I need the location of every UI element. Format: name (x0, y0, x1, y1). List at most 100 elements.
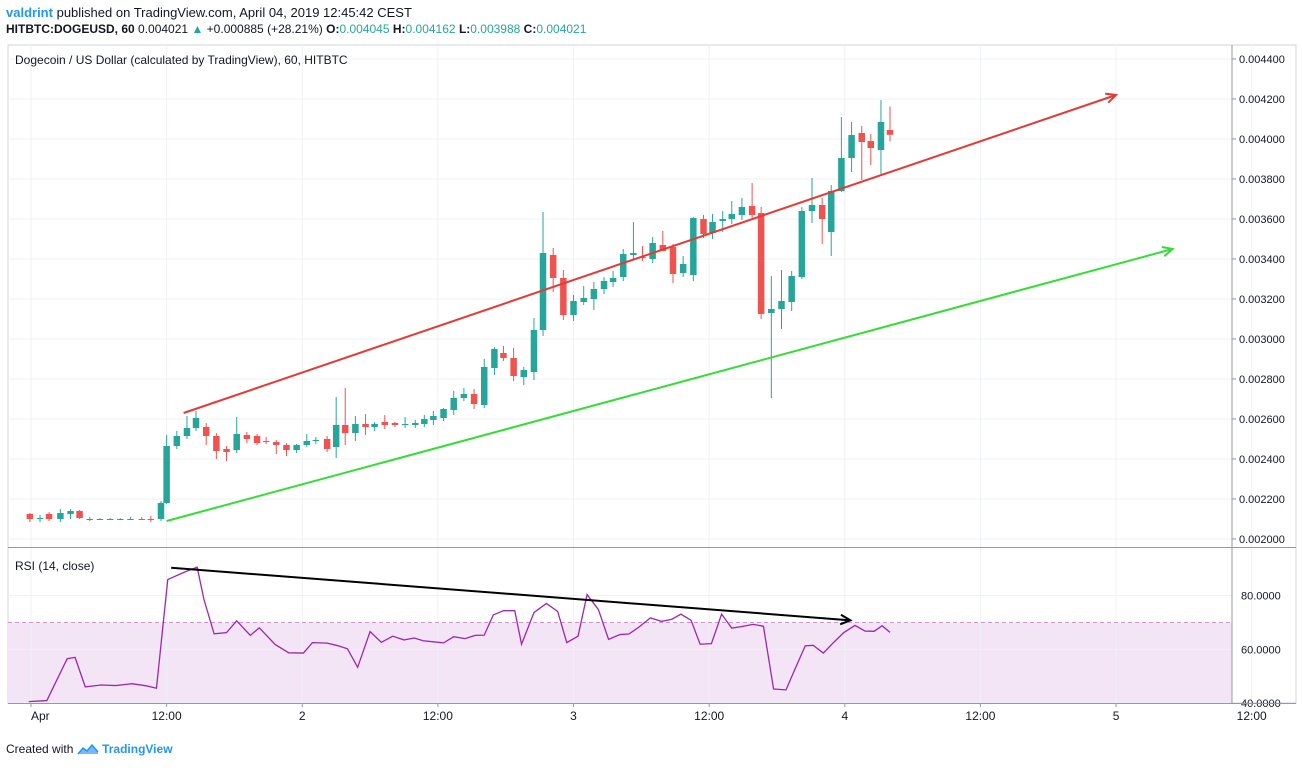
candle-body (76, 511, 83, 518)
candle (778, 270, 785, 329)
candle (283, 443, 290, 456)
candle-body (570, 301, 577, 315)
candle (147, 516, 155, 522)
candle (332, 397, 340, 458)
candle-body (440, 409, 447, 418)
candle (690, 217, 697, 281)
candle-body (719, 219, 726, 221)
candle-body (649, 243, 656, 259)
candle (202, 423, 210, 445)
time-tick-label: 3 (570, 709, 577, 723)
publisher-username[interactable]: valdrint (6, 5, 53, 20)
open-label: O: (326, 22, 340, 36)
low-value: 0.003988 (470, 22, 521, 36)
candle-body (371, 424, 378, 427)
candle-body (520, 370, 528, 377)
candle (391, 422, 399, 427)
time-tick-label: 4 (841, 709, 848, 723)
candle (838, 117, 845, 192)
candle-body (223, 449, 230, 452)
candle-body (549, 255, 557, 278)
candle (163, 435, 170, 504)
tradingview-brand-link[interactable]: TradingView (102, 742, 173, 756)
candle (183, 416, 191, 439)
candle (76, 510, 83, 519)
candle-body (539, 253, 547, 330)
candle (233, 417, 240, 453)
candle (798, 207, 806, 279)
candle (127, 517, 134, 520)
candle-body (620, 254, 627, 277)
low-label: L: (458, 22, 471, 36)
candle-body (106, 519, 114, 520)
candle (460, 388, 468, 401)
candle (510, 348, 517, 381)
candle-body (362, 424, 369, 427)
candle (323, 436, 331, 452)
candle-body (303, 441, 311, 445)
divergence-trendline-arrowhead (839, 613, 853, 626)
candle (303, 434, 311, 447)
candle (848, 122, 855, 172)
candle-body (590, 289, 598, 299)
last-price: 0.004021 (138, 22, 189, 36)
time-tick-label: 12:00 (423, 709, 453, 723)
candle-body (243, 435, 251, 439)
candle-body (659, 245, 667, 251)
candle-body (580, 298, 587, 302)
candle (480, 359, 488, 408)
candle (590, 282, 598, 310)
candle-body (127, 519, 134, 520)
candle (600, 277, 608, 294)
publisher-line: valdrint published on TradingView.com, A… (6, 5, 412, 20)
candle-body (332, 425, 340, 447)
candle-body (352, 424, 359, 433)
price-tick-label: 0.004200 (1239, 94, 1285, 106)
candle (520, 367, 528, 385)
candle (401, 417, 409, 428)
price-tick-label: 0.003200 (1239, 294, 1285, 306)
candle (362, 414, 369, 435)
candle-body (421, 419, 428, 424)
price-tick-label: 0.004400 (1239, 54, 1285, 66)
divergence-trendline (171, 566, 853, 626)
resistance-trendline-line (183, 94, 1117, 414)
candle-body (700, 219, 707, 234)
candle-body (26, 514, 34, 519)
candle (728, 201, 736, 224)
candle-body (202, 427, 210, 436)
candle-body (827, 191, 835, 232)
candle-body (530, 330, 538, 372)
candle (669, 244, 677, 283)
candle (539, 212, 547, 336)
candle-body (600, 281, 608, 289)
candle-body (886, 130, 894, 135)
symbol-label: HITBTC:DOGEUSD, 60 (6, 22, 135, 36)
price-tick-label: 0.002000 (1239, 534, 1285, 546)
price-tick-label: 0.002800 (1239, 374, 1285, 386)
candle-body (253, 436, 261, 443)
candle (649, 237, 656, 263)
candle-body (798, 211, 806, 277)
candle (709, 214, 716, 239)
ohlc-legend: HITBTC:DOGEUSD, 60 0.004021 ▲ +0.000885 … (6, 22, 586, 36)
support-trendline (166, 245, 1175, 522)
candle-body (818, 205, 826, 219)
candle-body (788, 276, 795, 302)
candle-body (877, 122, 885, 150)
candle-body (67, 511, 74, 514)
candle (213, 433, 220, 459)
candle (818, 198, 826, 244)
candle (223, 446, 230, 461)
open-value: 0.004045 (339, 22, 390, 36)
candle (757, 207, 765, 319)
candle (630, 222, 637, 260)
candle-body (768, 309, 775, 313)
candle (117, 518, 124, 520)
candle (748, 183, 756, 218)
time-tick-label: 12:00 (152, 709, 182, 723)
price-tick-label: 0.004000 (1239, 134, 1285, 146)
candle-body (491, 349, 498, 368)
candle (430, 411, 437, 425)
